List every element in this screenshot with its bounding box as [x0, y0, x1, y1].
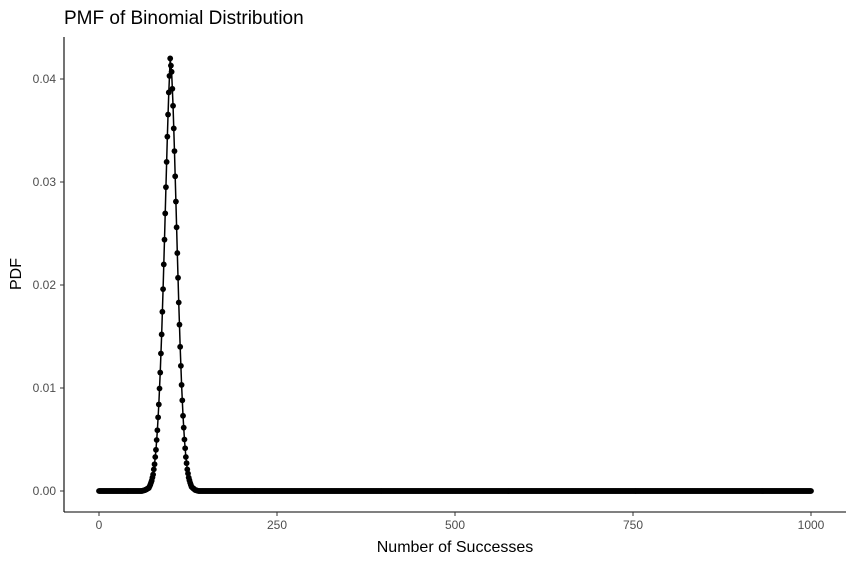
data-point: [160, 261, 167, 268]
data-point: [164, 133, 171, 140]
data-point: [162, 210, 169, 217]
data-point: [173, 198, 179, 205]
data-point: [163, 184, 169, 191]
data-point: [176, 321, 183, 328]
data-point: [168, 62, 174, 69]
data-point: [180, 424, 187, 431]
x-tick-label: 1000: [798, 518, 825, 532]
data-point: [165, 111, 171, 118]
y-tick-label: 0.01: [33, 381, 57, 395]
series-points: [96, 55, 814, 494]
x-tick-label: 250: [267, 518, 287, 532]
chart-title: PMF of Binomial Distribution: [64, 8, 304, 29]
data-point: [177, 362, 184, 369]
data-point: [170, 125, 177, 132]
data-point: [170, 102, 176, 109]
data-point: [168, 68, 175, 75]
data-point: [156, 385, 163, 392]
data-point: [175, 274, 181, 281]
data-point: [183, 460, 190, 467]
data-point: [157, 369, 164, 376]
data-point: [174, 250, 181, 256]
data-point: [173, 224, 180, 231]
data-point: [152, 454, 159, 460]
y-tick-label: 0.02: [33, 278, 57, 292]
data-point: [158, 350, 164, 357]
data-point: [178, 382, 185, 388]
data-point: [150, 471, 157, 478]
x-tick-label: 0: [96, 518, 103, 532]
data-point: [181, 436, 188, 443]
data-point: [154, 427, 161, 434]
x-axis-title: Number of Successes: [377, 539, 534, 556]
data-point: [153, 446, 159, 453]
data-point: [182, 454, 189, 460]
data-point: [180, 412, 186, 419]
y-tick-label: 0.03: [33, 175, 57, 189]
data-point: [182, 445, 189, 452]
data-point: [161, 236, 168, 243]
data-point: [165, 89, 172, 96]
y-tick-label: 0.00: [33, 484, 57, 498]
data-point: [177, 343, 184, 350]
data-point: [179, 397, 186, 404]
data-point: [172, 173, 179, 180]
data-point: [155, 414, 162, 421]
data-point: [163, 159, 170, 165]
data-point: [167, 55, 174, 62]
data-point: [808, 488, 814, 494]
data-point: [169, 85, 176, 92]
data-point: [153, 437, 160, 443]
series-line: [99, 58, 811, 492]
data-point: [175, 299, 182, 306]
data-point: [160, 286, 166, 293]
data-point: [151, 461, 158, 468]
plot-layer: 0 250 500 750 1000 0.00 0.01 0.02 0.03 0.04: [33, 37, 846, 532]
x-tick-label: 750: [623, 518, 643, 532]
data-point: [155, 401, 162, 408]
y-tick-label: 0.04: [33, 72, 57, 86]
data-point: [158, 331, 165, 338]
y-axis-title: PDF: [8, 258, 25, 290]
data-point: [171, 148, 178, 155]
data-point: [150, 466, 157, 473]
x-tick-label: 500: [445, 518, 465, 532]
data-point: [159, 308, 166, 315]
